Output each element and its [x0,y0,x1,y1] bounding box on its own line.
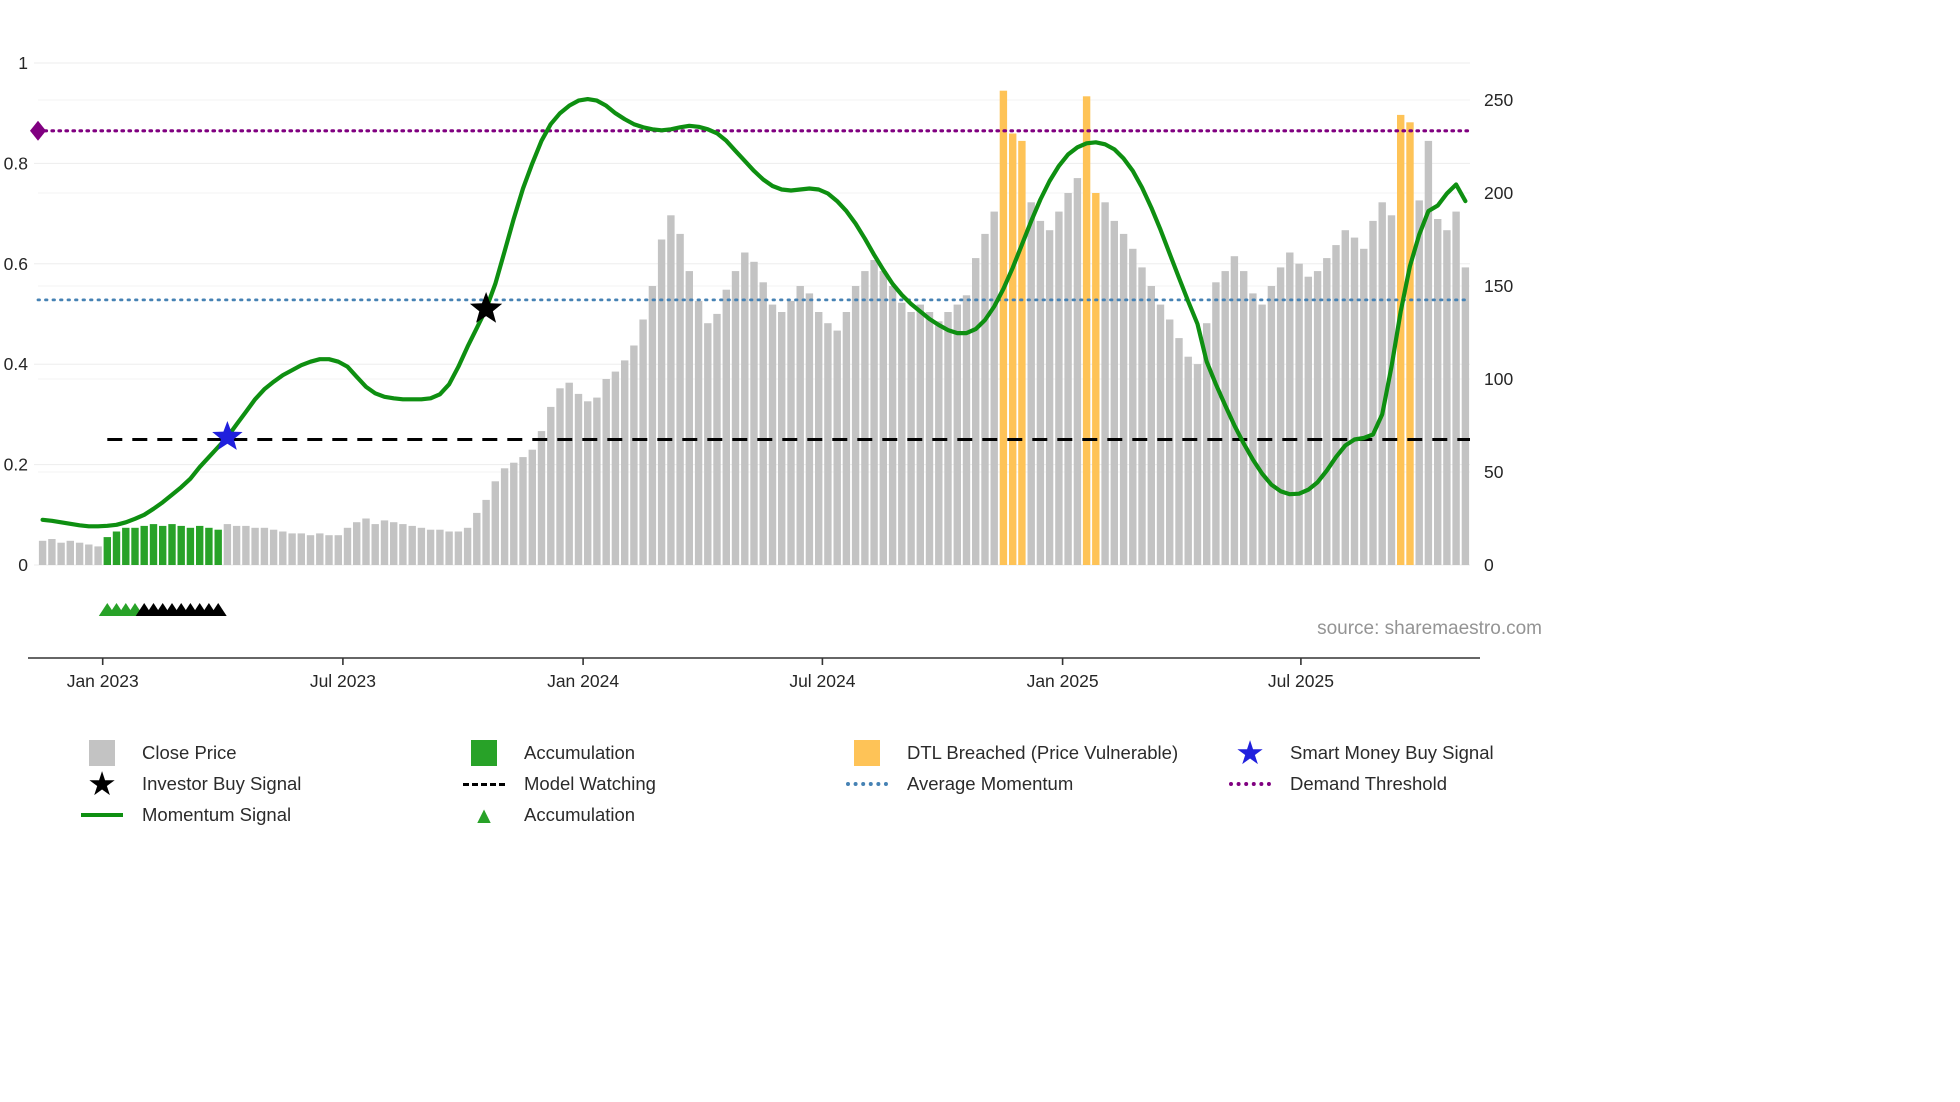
legend: Close Price ★ Investor Buy Signal Moment… [0,728,1960,858]
legend-label: Smart Money Buy Signal [1290,742,1494,763]
price-bars [38,90,1470,566]
momentum-line [40,96,1468,529]
legend-item-smart-money-buy-signal: ★ Smart Money Buy Signal [1228,734,1494,771]
blue-dotted-line-icon [845,782,889,786]
y-axis-right: 0 50 100 150 200 250 [1484,90,1513,575]
signal-markers [212,292,503,450]
smart-money-buy-star-icon [212,421,243,450]
svg-text:0.2: 0.2 [4,455,28,475]
y-axis-left: 0 0.2 0.4 0.6 0.8 1 [4,53,29,575]
source-caption: source: sharemaestro.com [1317,618,1542,639]
svg-text:Jan 2023: Jan 2023 [67,671,139,691]
legend-item-dtl-breached: DTL Breached (Price Vulnerable) [845,738,1178,768]
legend-label: Investor Buy Signal [142,773,302,794]
svg-text:200: 200 [1484,183,1513,203]
svg-text:Jul 2023: Jul 2023 [310,671,376,691]
investor-buy-star-icon [469,292,503,323]
svg-text:0: 0 [1484,555,1494,575]
svg-text:Jan 2025: Jan 2025 [1027,671,1099,691]
svg-text:Jul 2025: Jul 2025 [1268,671,1334,691]
legend-item-accumulation-triangle: ▲ Accumulation [462,800,635,830]
legend-label: DTL Breached (Price Vulnerable) [907,742,1179,763]
black-dashed-line-icon [462,782,506,786]
svg-text:0: 0 [18,555,28,575]
svg-text:150: 150 [1484,276,1513,296]
green-triangle-icon: ▲ [472,802,496,828]
svg-text:Jul 2024: Jul 2024 [789,671,855,691]
purple-dotted-line-icon [1228,782,1272,786]
legend-label: Accumulation [524,804,636,825]
legend-label: Demand Threshold [1290,773,1447,794]
svg-text:source: sharemaestro.com: source: sharemaestro.com [1317,618,1542,639]
svg-text:250: 250 [1484,90,1513,110]
legend-label: Momentum Signal [142,804,292,825]
legend-label: Close Price [142,742,237,763]
svg-text:100: 100 [1484,369,1513,389]
close-price-swatch-icon [80,740,124,766]
legend-item-model-watching: Model Watching [462,769,656,799]
blue-star-icon: ★ [1235,734,1265,771]
price-momentum-chart: Jan 2023 Jul 2023 Jan 2024 Jul 2024 Jan 2025… [4,53,1542,691]
green-square-icon [462,740,506,766]
svg-text:0.6: 0.6 [4,254,28,274]
accumulation-triangle-markers [98,603,227,616]
x-axis: Jan 2023 Jul 2023 Jan 2024 Jul 2024 Jan 2025… [28,657,1480,691]
svg-text:0.8: 0.8 [4,153,28,173]
orange-square-icon [845,740,889,766]
legend-label: Accumulation [524,742,636,763]
legend-label: Average Momentum [907,773,1074,794]
black-star-icon: ★ [87,765,117,802]
legend-item-average-momentum: Average Momentum [845,769,1073,799]
legend-item-close-price: Close Price [80,738,237,768]
svg-text:1: 1 [18,53,28,73]
svg-text:0.4: 0.4 [4,354,29,374]
legend-label: Model Watching [524,773,656,794]
legend-item-momentum-signal: Momentum Signal [80,800,291,830]
green-line-icon [80,813,124,817]
svg-text:Jan 2024: Jan 2024 [547,671,619,691]
demand-threshold-marker-icon [30,120,46,141]
legend-item-demand-threshold: Demand Threshold [1228,769,1447,799]
legend-item-investor-buy-signal: ★ Investor Buy Signal [80,765,302,802]
svg-text:50: 50 [1484,462,1504,482]
legend-item-accumulation-bar: Accumulation [462,738,635,768]
